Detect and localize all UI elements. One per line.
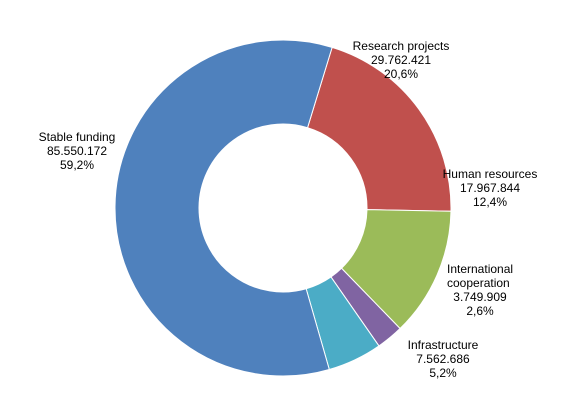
label-international-cooperation: International cooperation 3.749.909 2,6% [447, 262, 513, 318]
label-research-projects: Research projects 29.762.421 20,6% [353, 39, 450, 81]
labels-group: Research projects 29.762.421 20,6% Human re… [39, 39, 538, 380]
label-stable-funding: Stable funding 85.550.172 59,2% [39, 130, 116, 172]
label-human-resources: Human resources 17.967.844 12,4% [443, 167, 538, 209]
slices-group [114, 39, 452, 377]
label-infrastructure: Infrastructure 7.562.686 5,2% [408, 338, 479, 380]
slice-stable-funding [114, 39, 333, 377]
slice-research-projects [306, 46, 452, 212]
